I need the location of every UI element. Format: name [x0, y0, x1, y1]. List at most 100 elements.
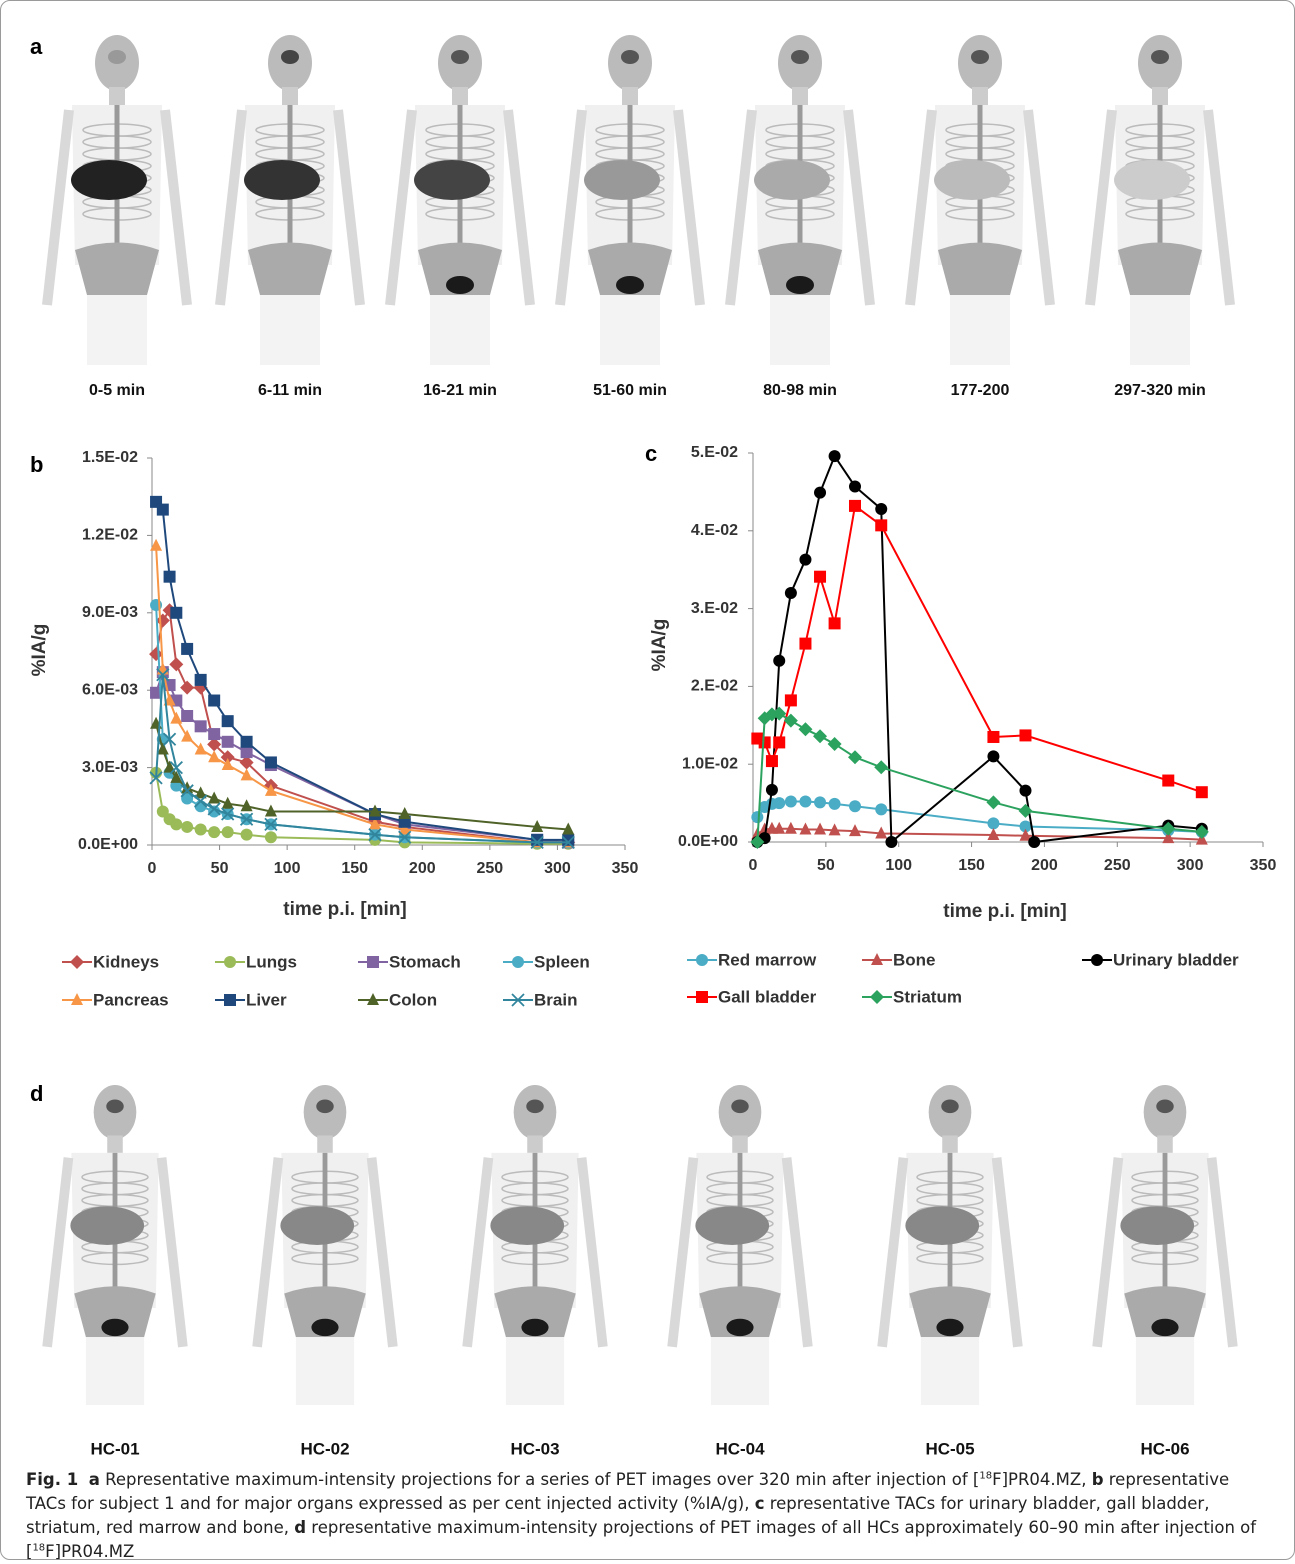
marker: [751, 811, 763, 823]
arm: [997, 1158, 1018, 1347]
legs: [86, 1337, 144, 1405]
time-label: 6-11 min: [258, 382, 322, 399]
arm: [47, 1158, 68, 1347]
subject-label: HC-05: [925, 1439, 974, 1458]
liver: [244, 160, 320, 200]
legend-label: Brain: [534, 990, 577, 1009]
page: a b c d 0-5 min6-11 min16-21 min51-60 mi…: [0, 0, 1295, 1560]
caption-panel: b: [1092, 1470, 1104, 1489]
arm: [1090, 110, 1112, 305]
pet-image: [730, 35, 870, 365]
bladder: [726, 1319, 753, 1336]
marker: [785, 796, 797, 808]
liver: [754, 160, 830, 200]
marker: [181, 643, 193, 655]
marker: [885, 836, 897, 848]
neck: [1152, 87, 1168, 105]
legend-marker: [224, 994, 236, 1006]
marker: [531, 834, 543, 846]
pet-image: [467, 1085, 603, 1405]
brain: [108, 50, 126, 64]
series-line: [757, 714, 1201, 842]
liver: [695, 1206, 769, 1245]
y-tick-label: 1.2E-02: [82, 527, 138, 544]
brain: [791, 50, 809, 64]
marker: [875, 803, 887, 815]
liver: [934, 160, 1010, 200]
marker: [814, 796, 826, 808]
arm: [508, 110, 530, 305]
marker: [181, 821, 193, 833]
marker: [874, 760, 888, 774]
marker: [222, 826, 234, 838]
neck: [732, 1135, 748, 1152]
arm: [220, 110, 242, 305]
legend-label: Liver: [246, 990, 287, 1009]
pet-image: [882, 1085, 1018, 1405]
marker: [1028, 836, 1040, 848]
arm: [257, 1158, 278, 1347]
y-tick-label: 0.0E+00: [678, 833, 738, 850]
figure: a b c d 0-5 min6-11 min16-21 min51-60 mi…: [0, 0, 1295, 1470]
liver: [490, 1206, 564, 1245]
legs: [506, 1337, 564, 1405]
brain: [316, 1100, 333, 1114]
neck: [1157, 1135, 1173, 1152]
y-axis-title: %IA/g: [649, 619, 670, 672]
marker: [766, 755, 778, 767]
liver: [70, 1206, 144, 1245]
liver: [584, 160, 660, 200]
legs: [87, 295, 147, 365]
pet-image: [1090, 35, 1230, 365]
y-tick-label: 6.0E-03: [82, 681, 138, 698]
marker: [164, 571, 176, 583]
marker: [195, 674, 207, 686]
legend-label: Pancreas: [93, 990, 169, 1009]
x-tick-label: 200: [409, 860, 436, 877]
caption-text: Representative maximum-intensity project…: [105, 1470, 979, 1489]
arm: [390, 110, 412, 305]
legs: [1136, 1337, 1194, 1405]
liver: [71, 160, 147, 200]
caption: Fig. 1 a Representative maximum-intensit…: [26, 1468, 1271, 1564]
pet-image: [47, 35, 187, 365]
legend-label: Stomach: [389, 952, 461, 971]
arm: [560, 110, 582, 305]
pelvis: [248, 243, 332, 296]
x-tick-label: 350: [612, 860, 639, 877]
x-tick-label: 250: [1104, 857, 1131, 874]
caption-fig-label: Fig. 1: [26, 1470, 78, 1489]
marker: [562, 834, 574, 846]
brain: [1151, 50, 1169, 64]
marker: [195, 824, 207, 836]
marker: [195, 720, 207, 732]
arm: [678, 110, 700, 305]
marker: [986, 795, 1000, 809]
y-tick-label: 3.E-02: [691, 600, 738, 617]
x-tick-label: 200: [1031, 857, 1058, 874]
time-label: 80-98 min: [763, 382, 837, 399]
marker: [208, 750, 220, 762]
pelvis: [1118, 243, 1202, 296]
marker: [785, 694, 797, 706]
caption-text: F]PR04.MZ,: [992, 1470, 1086, 1489]
pet-image: [560, 35, 700, 365]
marker: [170, 818, 182, 830]
marker: [875, 519, 887, 531]
caption-sup: 18: [32, 1543, 45, 1554]
x-tick-label: 150: [341, 860, 368, 877]
brain: [731, 1100, 748, 1114]
marker: [798, 722, 812, 736]
time-label: 297-320 min: [1114, 382, 1206, 399]
legend-marker: [870, 990, 884, 1004]
bladder: [1151, 1319, 1178, 1336]
x-tick-label: 50: [817, 857, 835, 874]
x-tick-label: 100: [885, 857, 912, 874]
bladder: [101, 1319, 128, 1336]
legend-label: Urinary bladder: [1113, 950, 1239, 969]
brain: [106, 1100, 123, 1114]
arm: [162, 1158, 183, 1347]
pet-image: [390, 35, 530, 365]
x-tick-label: 300: [544, 860, 571, 877]
legend-marker: [367, 956, 379, 968]
